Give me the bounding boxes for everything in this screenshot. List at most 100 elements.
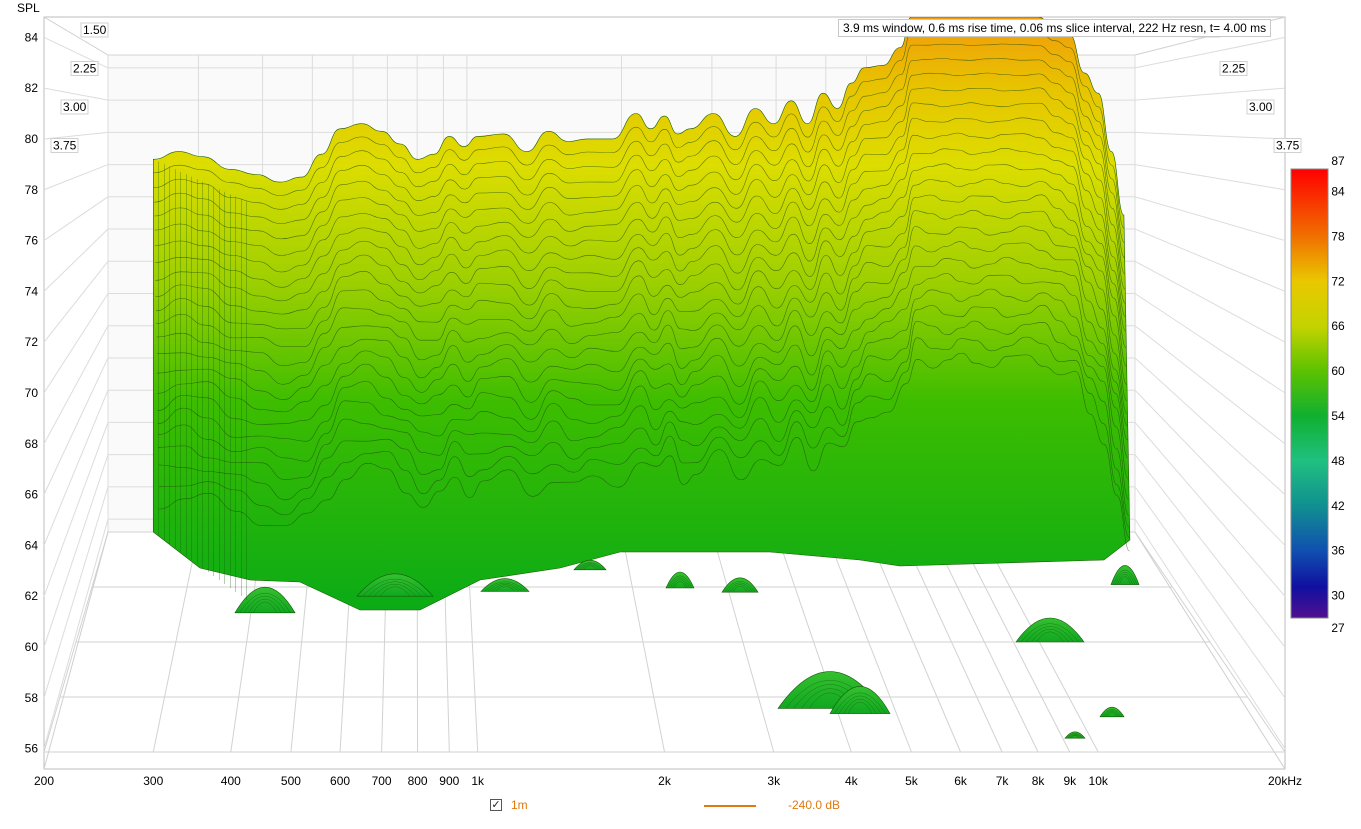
svg-text:3.00: 3.00 — [1249, 100, 1273, 114]
box-edge — [44, 532, 108, 769]
colorbar-tick-label: 87 — [1331, 154, 1345, 168]
left-wall-grid-line — [44, 487, 108, 698]
right-wall-grid-line — [1135, 132, 1285, 139]
y-tick-label: 62 — [25, 589, 39, 603]
y-tick-label: 82 — [25, 81, 39, 95]
decay-lobe — [1100, 707, 1124, 717]
left-wall-grid-line — [44, 519, 108, 749]
colorbar-tick-label: 54 — [1331, 409, 1345, 423]
y-tick-label: 74 — [25, 284, 39, 298]
decay-lobe — [666, 572, 694, 588]
colorbar-tick-label: 42 — [1331, 499, 1345, 513]
y-tick-label: 64 — [25, 538, 39, 552]
left-wall-grid-line — [44, 261, 108, 342]
decay-lobe — [481, 579, 529, 592]
left-wall-grid-line — [44, 88, 108, 100]
time-tick-left: 3.00 — [61, 100, 88, 114]
left-wall-grid-line — [44, 390, 108, 545]
x-tick-label: 300 — [143, 774, 163, 788]
x-tick-label: 5k — [905, 774, 919, 788]
x-tick-label: 700 — [372, 774, 392, 788]
decay-lobe — [1016, 618, 1084, 642]
left-wall-grid-line — [44, 229, 108, 291]
svg-text:2.25: 2.25 — [1222, 62, 1246, 76]
right-wall-grid-line — [1135, 455, 1285, 647]
x-tick-label: 400 — [221, 774, 241, 788]
x-tick-label: 2k — [658, 774, 672, 788]
colorbar-tick-label: 84 — [1331, 184, 1345, 198]
legend: ✓ 1m -240.0 dB — [490, 798, 890, 816]
colorbar-tick-label: 30 — [1331, 589, 1345, 603]
x-tick-label: 900 — [439, 774, 459, 788]
legend-series-name[interactable]: 1m — [511, 798, 528, 812]
svg-text:3.75: 3.75 — [53, 139, 77, 153]
colorbar-tick-label: 66 — [1331, 319, 1345, 333]
right-wall-grid-line — [1135, 165, 1285, 190]
time-tick-left: 2.25 — [71, 62, 98, 76]
x-tick-label: 8k — [1032, 774, 1046, 788]
colorbar-tick-label: 27 — [1331, 621, 1345, 635]
x-tick-label: 3k — [767, 774, 781, 788]
right-wall-grid-line — [1135, 229, 1285, 291]
left-wall-grid-line — [44, 197, 108, 241]
decay-lobe — [1065, 732, 1085, 738]
x-tick-label: 600 — [330, 774, 350, 788]
x-tick-label: 1k — [471, 774, 485, 788]
y-tick-label: 70 — [25, 386, 39, 400]
time-tick-right: 3.00 — [1247, 100, 1274, 114]
x-tick-label: 9k — [1063, 774, 1077, 788]
legend-level: -240.0 dB — [788, 798, 840, 812]
right-wall-grid-line — [1135, 422, 1285, 596]
time-tick-right: 3.75 — [1274, 139, 1301, 153]
y-tick-label: 66 — [25, 488, 39, 502]
info-caption: 3.9 ms window, 0.6 ms rise time, 0.06 ms… — [838, 19, 1271, 37]
y-tick-label: 84 — [25, 30, 39, 44]
time-tick-left: 3.75 — [51, 139, 78, 153]
box-edge — [1135, 532, 1285, 769]
y-tick-label: 60 — [25, 640, 39, 654]
left-wall-grid-line — [44, 422, 108, 596]
y-axis-label: SPL — [17, 1, 40, 15]
x-tick-label: 800 — [408, 774, 428, 788]
y-tick-label: 80 — [25, 132, 39, 146]
series-checkbox[interactable]: ✓ — [490, 799, 502, 811]
colorbar: 87 84 78 72 66 60 54 48 42 36 30 27 — [1291, 154, 1345, 635]
time-tick-right: 2.25 — [1220, 62, 1247, 76]
left-wall-grid-line — [44, 165, 108, 190]
time-tick-left: 1.50 — [81, 23, 108, 37]
colorbar-tick-label: 78 — [1331, 229, 1345, 243]
svg-text:1.50: 1.50 — [83, 23, 107, 37]
left-wall-grid-line — [44, 455, 108, 647]
x-tick-label: 20kHz — [1268, 774, 1302, 788]
colorbar-tick-label: 60 — [1331, 364, 1345, 378]
colorbar-tick-label: 48 — [1331, 454, 1345, 468]
y-tick-label: 68 — [25, 437, 39, 451]
decay-lobe — [1111, 565, 1139, 584]
right-wall-grid-line — [1135, 197, 1285, 241]
svg-text:3.00: 3.00 — [63, 100, 87, 114]
right-wall-grid-line — [1135, 261, 1285, 342]
svg-text:2.25: 2.25 — [73, 62, 97, 76]
colorbar-tick-label: 72 — [1331, 274, 1345, 288]
colorbar-gradient — [1291, 169, 1328, 618]
right-wall-grid-line — [1135, 390, 1285, 545]
svg-text:3.75: 3.75 — [1276, 139, 1300, 153]
x-tick-label: 200 — [34, 774, 54, 788]
y-tick-label: 56 — [25, 742, 39, 756]
legend-line-swatch — [704, 805, 756, 807]
right-wall-grid-line — [1135, 519, 1285, 749]
x-tick-label: 500 — [281, 774, 301, 788]
x-tick-label: 6k — [954, 774, 968, 788]
decay-lobe — [235, 587, 295, 613]
y-tick-label: 78 — [25, 183, 39, 197]
y-tick-label: 76 — [25, 234, 39, 248]
right-wall-grid-line — [1135, 88, 1285, 100]
right-wall-grid-line — [1135, 487, 1285, 698]
x-tick-label: 10k — [1089, 774, 1109, 788]
right-wall-grid-line — [1135, 37, 1285, 68]
y-tick-label: 72 — [25, 335, 39, 349]
colorbar-tick-label: 36 — [1331, 544, 1345, 558]
x-tick-label: 7k — [996, 774, 1010, 788]
